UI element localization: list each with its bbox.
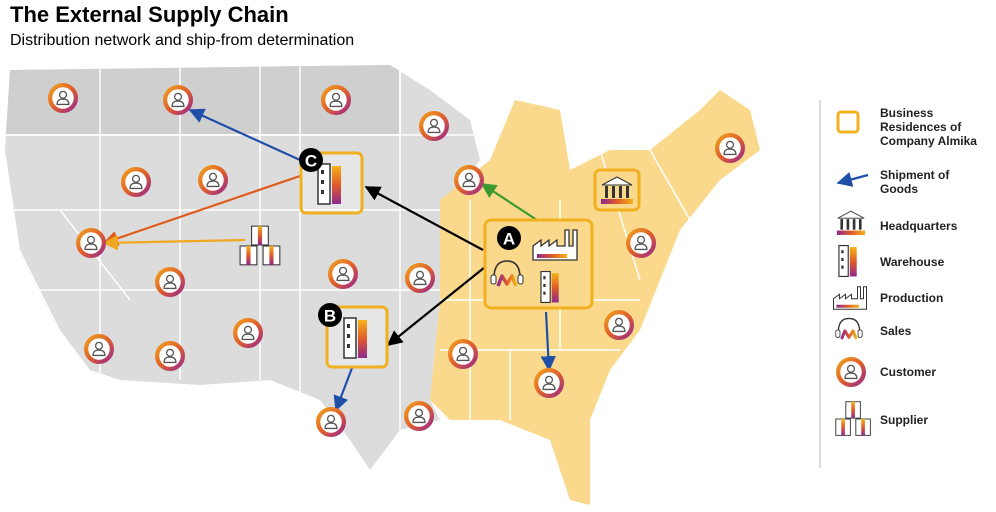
legend-label: Supplier [880,413,929,427]
marker-label: C [305,152,317,171]
customer-icon [323,87,349,113]
legend-icon [838,359,864,385]
customer-icon [165,87,191,113]
title: The External Supply Chain [10,2,289,27]
legend-icon [836,210,866,236]
shipment-arrow [333,367,354,412]
marker-circle [318,303,342,327]
customer-icon [86,336,112,362]
customer-icon [456,167,482,193]
subtitle: Distribution network and ship-from deter… [10,32,355,49]
customer-icon [406,403,432,429]
us-east [430,90,760,505]
customer-icon [50,85,76,111]
customer-icon [450,341,476,367]
customer-icon [536,370,562,396]
customer-icon [407,265,433,291]
shipment-arrow [188,108,301,162]
legend-label: Production [880,291,944,305]
customer-icon [78,230,104,256]
legend-label: Sales [880,324,912,338]
customer-icon [157,343,183,369]
customer-icon [318,409,344,435]
legend-label: Customer [880,365,937,379]
shipment-arrow [364,186,484,251]
legend-icon [835,401,871,436]
shipment-arrow [540,311,556,372]
legend-label: Business Residences of Company Almika [880,106,977,148]
customer-icon [330,261,356,287]
legend-icon [836,171,869,187]
marker-label: A [503,230,515,249]
customer-icon [628,230,654,256]
customer-icon [200,167,226,193]
shipments [102,108,556,412]
legend-icon [834,317,864,341]
customer-icon [717,135,743,161]
warehouse-icon [343,317,368,359]
shipment-arrow [102,174,301,246]
shipment-arrow [480,183,541,223]
legend-label: Shipment of Goods [880,168,950,196]
customer-icon [421,113,447,139]
legend-icon [836,110,860,134]
customer-icon [606,312,632,338]
warehouse-icon [317,163,342,205]
legend-icon [833,286,867,310]
legend-label: Headquarters [880,219,958,233]
shipment-arrow [102,235,246,251]
residence-b [325,305,389,369]
legend-icon [838,244,858,278]
marker-circle [497,226,521,250]
warehouse-icon [540,270,560,304]
customer-icon [235,320,261,346]
shipment-arrow [386,262,491,346]
customer-icon [123,169,149,195]
legend-label: Warehouse [880,255,945,269]
marker-label: B [324,307,336,326]
marker-circle [299,148,323,172]
customer-icon [157,269,183,295]
